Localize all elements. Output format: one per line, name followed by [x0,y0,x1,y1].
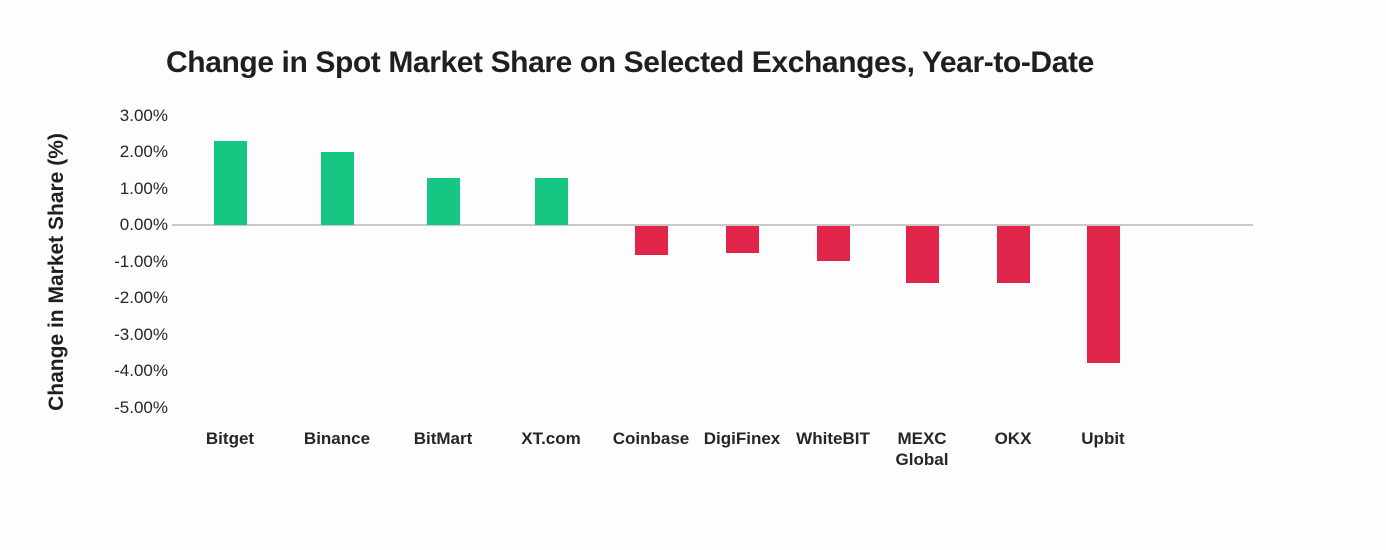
zero-axis-line [172,224,1253,226]
x-label-coinbase: Coinbase [612,429,690,448]
y-tick-label: -4.00% [114,361,168,380]
bar-bitget [213,141,247,225]
bar-whitebit [816,226,850,261]
bar-binance [320,152,354,225]
x-label-bitget: Bitget [205,429,255,448]
bar-digifinex [725,226,759,254]
x-label-digifinex: DigiFinex [703,429,781,448]
x-label-mexc-global: MEXC Global [895,429,949,469]
y-tick-label: -5.00% [114,397,168,417]
chart-title: Change in Spot Market Share on Selected … [166,46,1094,79]
x-label-okx: OKX [994,429,1032,448]
x-label-upbit: Upbit [1081,429,1125,448]
y-tick-label: 2.00% [119,142,168,161]
bar-bitmart [426,177,460,225]
bar-mexc-global [905,226,939,283]
y-tick-label: 0.00% [119,215,168,234]
y-tick-label: 1.00% [119,178,168,198]
x-label-whitebit: WhiteBIT [796,429,870,448]
bar-okx [996,226,1030,283]
x-label-bitmart: BitMart [413,429,473,448]
y-tick-label: -3.00% [114,324,168,344]
bar-xt-com [534,177,568,225]
y-tick-label: -1.00% [114,251,168,271]
x-label-binance: Binance [303,429,371,448]
y-tick-label: 3.00% [119,105,168,125]
y-axis-label: Change in Market Share (%) [45,133,68,411]
y-tick-label: -2.00% [114,288,168,307]
bar-coinbase [634,226,668,256]
bar-upbit [1086,226,1120,363]
x-label-xt-com: XT.com [521,429,581,448]
